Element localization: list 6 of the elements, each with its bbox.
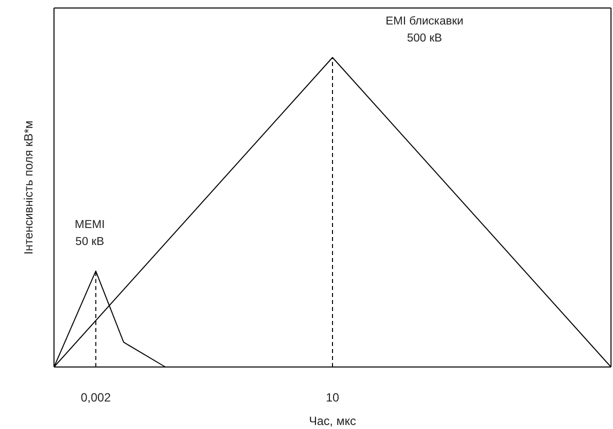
x-tick-label: 10 [326, 390, 340, 405]
text: EMI блискавки 500 кВ [386, 16, 464, 45]
annotation: MEMI 50 кВ [74, 219, 105, 248]
y-axis-title: Інтенсивність поля кВ*м [21, 120, 36, 254]
x-tick-label: 0,002 [80, 390, 112, 405]
x-axis-title: Час, мкс [309, 414, 356, 428]
